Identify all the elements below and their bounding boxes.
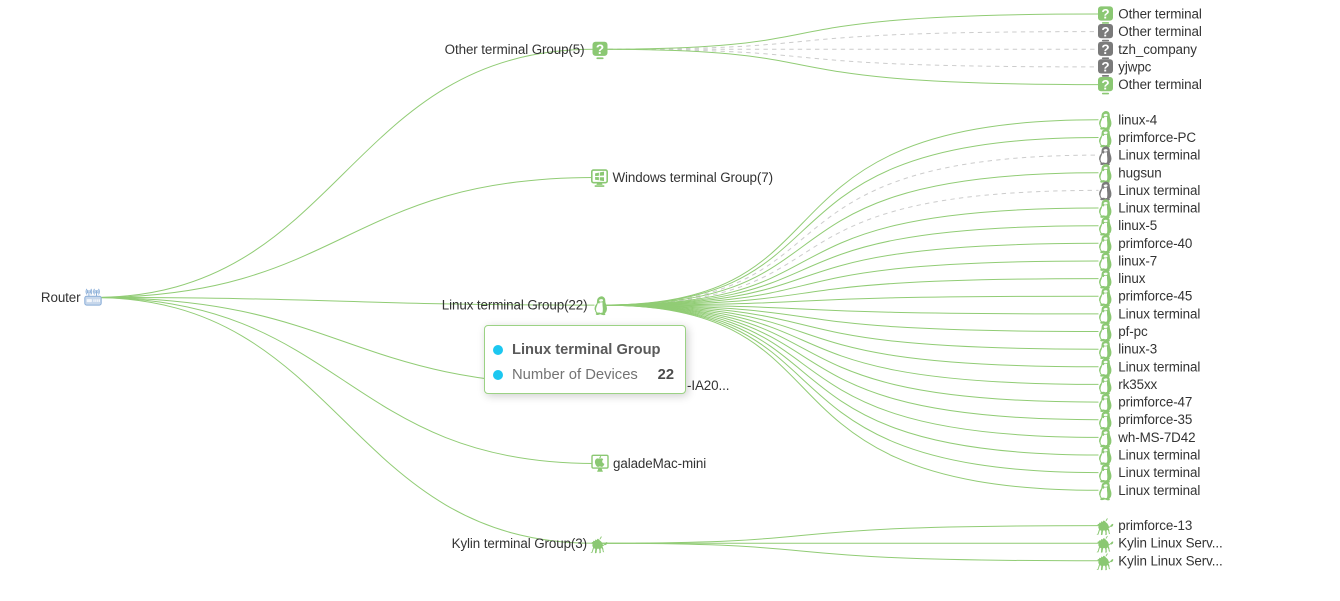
svg-text:primforce-35: primforce-35 bbox=[1118, 412, 1192, 427]
svg-text:Kylin terminal Group(3): Kylin terminal Group(3) bbox=[452, 536, 587, 551]
svg-text:Linux terminal: Linux terminal bbox=[1118, 465, 1200, 480]
svg-text:-IA20...: -IA20... bbox=[687, 378, 729, 393]
svg-text:primforce-PC: primforce-PC bbox=[1118, 130, 1196, 145]
svg-text:Windows terminal Group(7): Windows terminal Group(7) bbox=[613, 170, 773, 185]
svg-text:Linux terminal: Linux terminal bbox=[1118, 448, 1200, 463]
svg-text:Linux terminal: Linux terminal bbox=[1118, 306, 1200, 321]
svg-text:wh-MS-7D42: wh-MS-7D42 bbox=[1117, 430, 1195, 445]
svg-text:Linux terminal: Linux terminal bbox=[1118, 183, 1200, 198]
svg-text:pf-pc: pf-pc bbox=[1118, 324, 1148, 339]
svg-text:Router: Router bbox=[41, 290, 81, 305]
svg-text:Linux terminal: Linux terminal bbox=[1118, 148, 1200, 163]
svg-text:Linux terminal: Linux terminal bbox=[1118, 359, 1200, 374]
svg-text:linux-3: linux-3 bbox=[1118, 342, 1157, 357]
svg-text:primforce-40: primforce-40 bbox=[1118, 236, 1192, 251]
svg-text:Linux terminal: Linux terminal bbox=[1118, 483, 1200, 498]
svg-text:Kylin Linux Serv...: Kylin Linux Serv... bbox=[1118, 553, 1222, 568]
svg-text:linux-5: linux-5 bbox=[1118, 218, 1157, 233]
svg-text:Other terminal: Other terminal bbox=[1118, 77, 1202, 92]
svg-text:linux: linux bbox=[1118, 271, 1145, 286]
svg-text:rk35xx: rk35xx bbox=[1118, 377, 1157, 392]
svg-text:Other terminal Group(5): Other terminal Group(5) bbox=[445, 42, 585, 57]
svg-text:hugsun: hugsun bbox=[1118, 165, 1161, 180]
svg-text:yjwpc: yjwpc bbox=[1118, 59, 1151, 74]
svg-text:Kylin Linux Serv...: Kylin Linux Serv... bbox=[1118, 536, 1222, 551]
svg-text:primforce-13: primforce-13 bbox=[1118, 518, 1192, 533]
svg-text:primforce-47: primforce-47 bbox=[1118, 395, 1192, 410]
svg-text:Other terminal: Other terminal bbox=[1118, 7, 1202, 22]
svg-text:linux-7: linux-7 bbox=[1118, 254, 1157, 269]
svg-text:Linux terminal: Linux terminal bbox=[1118, 201, 1200, 216]
svg-text:primforce-45: primforce-45 bbox=[1118, 289, 1192, 304]
svg-text:galadeMac-mini: galadeMac-mini bbox=[613, 456, 706, 471]
svg-text:tzh_company: tzh_company bbox=[1118, 42, 1197, 57]
svg-text:Linux terminal Group(22): Linux terminal Group(22) bbox=[442, 298, 588, 313]
svg-text:linux-4: linux-4 bbox=[1118, 112, 1157, 127]
svg-text:Other terminal: Other terminal bbox=[1118, 24, 1202, 39]
